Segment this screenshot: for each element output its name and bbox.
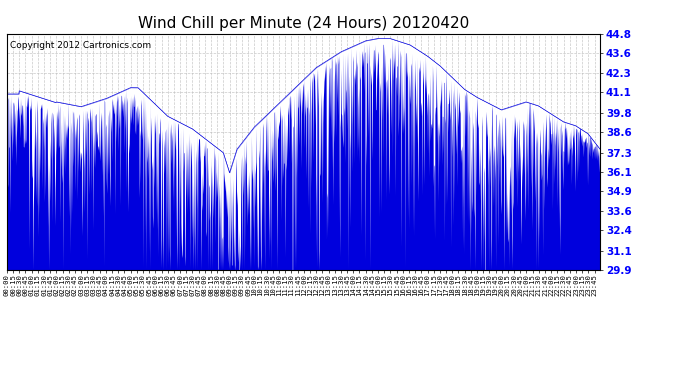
Title: Wind Chill per Minute (24 Hours) 20120420: Wind Chill per Minute (24 Hours) 2012042… [138,16,469,31]
Text: Copyright 2012 Cartronics.com: Copyright 2012 Cartronics.com [10,41,151,50]
